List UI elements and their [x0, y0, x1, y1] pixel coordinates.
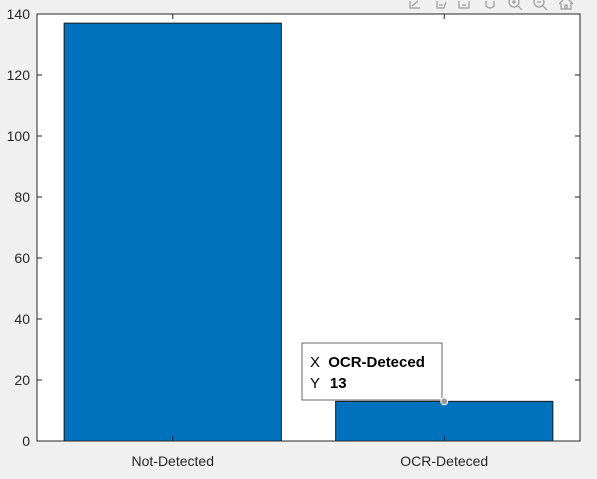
pan-icon[interactable] [485, 1, 495, 9]
datatip-y-value: 13 [330, 375, 347, 392]
svg-text:X OCR-Deteced: X OCR-Deteced [310, 354, 425, 371]
y-tick-label: 40 [14, 311, 30, 327]
y-tick-label: 140 [7, 6, 31, 22]
datatip-x-key: X [310, 354, 320, 371]
axes-toolbar [409, 0, 574, 11]
x-tick-label: Not-Detected [132, 453, 214, 469]
zoom-out-icon[interactable] [533, 0, 548, 11]
datatip-box [301, 342, 443, 401]
x-ticks-group: Not-Detected OCR-Deteced [132, 14, 488, 469]
y-tick-label: 60 [14, 250, 30, 266]
y-tick-label: 120 [7, 67, 31, 83]
datatip-icon[interactable] [458, 1, 470, 9]
home-icon[interactable] [558, 0, 574, 10]
export-icon[interactable] [409, 0, 420, 9]
zoom-in-icon[interactable] [508, 0, 523, 11]
brush-icon[interactable] [436, 1, 447, 9]
bar-ocr-deteced[interactable] [335, 400, 554, 442]
datatip[interactable]: X OCR-Deteced Y 13 [301, 342, 449, 406]
y-tick-label: 0 [22, 433, 30, 449]
x-tick-label: OCR-Deteced [400, 453, 488, 469]
bar-not-detected[interactable] [63, 22, 282, 442]
datatip-x-value: OCR-Deteced [328, 354, 425, 371]
svg-text:Y 13: Y 13 [310, 375, 347, 392]
bars-group [63, 22, 554, 442]
datatip-y-key: Y [310, 375, 320, 392]
axes-box [36, 13, 581, 442]
datatip-marker[interactable] [440, 397, 449, 406]
y-tick-label: 20 [14, 372, 30, 388]
y-tick-label: 100 [7, 128, 31, 144]
y-tick-label: 80 [14, 189, 30, 205]
